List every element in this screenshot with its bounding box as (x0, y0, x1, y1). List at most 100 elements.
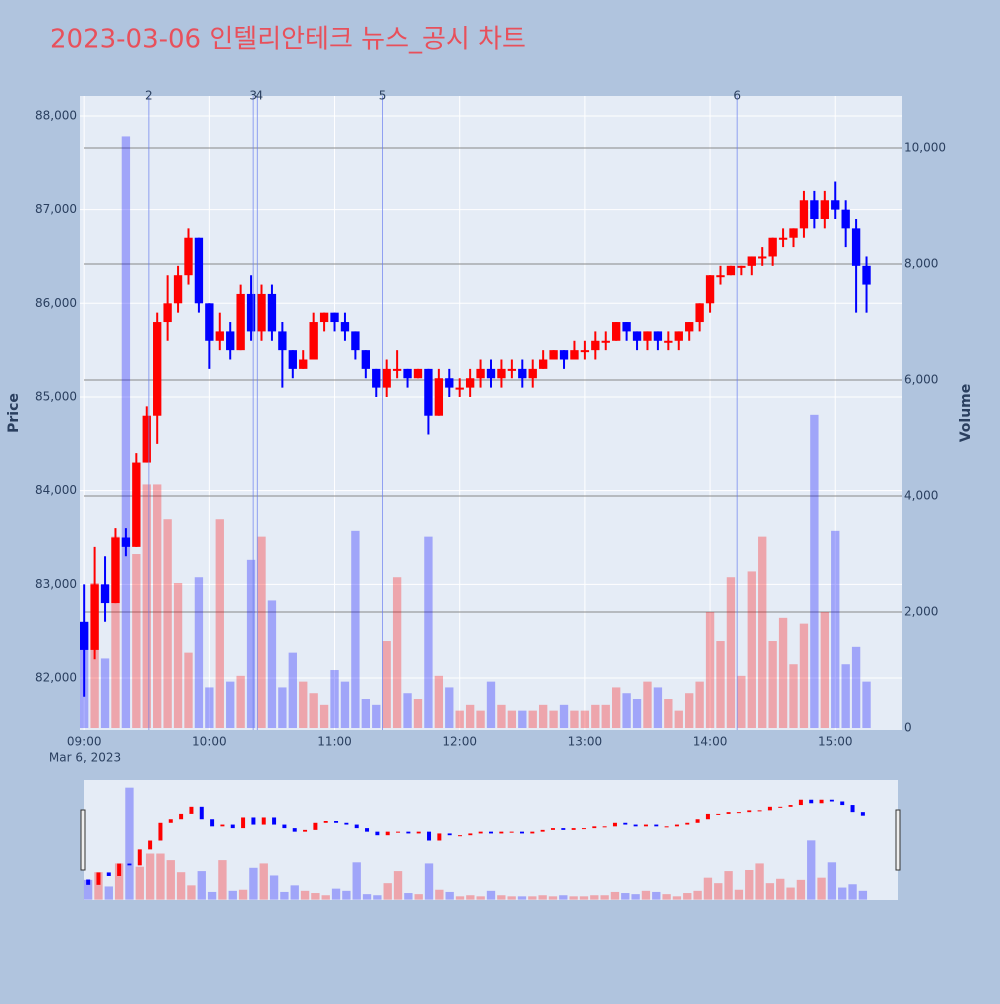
volume-bar (340, 681, 350, 729)
volume-bar (695, 681, 704, 729)
x-tick-label: 15:00 (818, 735, 853, 749)
candle-body (538, 359, 548, 369)
slider-volume-bar (249, 867, 258, 900)
candle-body (236, 293, 245, 351)
candle-body (278, 331, 287, 351)
candle-body (653, 331, 663, 341)
candle-body (810, 200, 819, 219)
slider-volume-bar (424, 863, 434, 900)
slider-volume-bar (848, 884, 857, 900)
volume-bar (184, 652, 193, 729)
candle-body (570, 350, 579, 360)
candle-body (319, 312, 329, 323)
candle-body (758, 256, 767, 259)
volume-bar (580, 710, 590, 729)
y2-tick-label: 2,000 (904, 605, 938, 619)
candle-body (486, 368, 496, 379)
volume-bar (758, 536, 767, 729)
slider-volume-bar (176, 872, 186, 900)
volume-bar (820, 612, 829, 729)
volume-bar (100, 658, 110, 729)
slider-handle[interactable] (895, 809, 901, 871)
volume-bar (194, 577, 204, 729)
slider-volume-bar (197, 871, 206, 900)
slider-volume-bar (455, 896, 465, 900)
y2-axis-title: Volume (958, 384, 974, 443)
candle-body (205, 303, 214, 341)
slider-volume-bar (145, 853, 155, 900)
volume-bar (591, 704, 600, 729)
slider-volume-bar (280, 891, 289, 900)
volume-bar (121, 136, 131, 729)
slider-volume-bar (497, 895, 506, 900)
news-label: 2 (145, 89, 153, 103)
volume-bar (424, 536, 433, 729)
candle-body (622, 322, 631, 332)
slider-volume-bar (693, 890, 702, 900)
volume-bar (434, 675, 444, 729)
volume-bar (382, 641, 391, 729)
volume-bar (653, 687, 663, 729)
slider-volume-bar (290, 885, 299, 900)
volume-bar (674, 710, 683, 729)
news-label: 3 (249, 89, 257, 103)
candle-body (632, 331, 642, 341)
x-tick-label: 14:00 (693, 735, 728, 749)
range-slider[interactable] (84, 780, 898, 900)
volume-bar (246, 559, 256, 729)
slider-volume-bar (414, 894, 423, 900)
y2-tick-label: 4,000 (904, 489, 938, 503)
slider-volume-bar (600, 895, 609, 900)
volume-bar (476, 710, 485, 729)
slider-volume-bar (817, 877, 826, 900)
candle-body (820, 200, 829, 219)
candle-body (424, 368, 433, 416)
slider-volume-bar (776, 878, 785, 900)
slider-volume-bar (311, 893, 320, 900)
candle-body (643, 331, 652, 341)
volume-bar (841, 664, 850, 729)
slider-volume-bar (393, 871, 403, 900)
slider-volume-bar (621, 893, 630, 900)
slider-volume-bar (373, 895, 382, 900)
volume-bar (831, 530, 840, 729)
slider-volume-bar (228, 890, 237, 900)
slider-volume-bar (435, 889, 444, 900)
candle-body (476, 368, 485, 379)
volume-bar (173, 583, 183, 729)
volume-bar (747, 571, 756, 729)
volume-bar (643, 681, 652, 729)
chart-title: 2023-03-06 인텔리안테크 뉴스_공시 차트 (50, 25, 526, 55)
candle-body (90, 584, 99, 650)
candle-body (841, 209, 850, 229)
slider-handle[interactable] (80, 809, 86, 871)
y2-tick-label: 8,000 (904, 257, 938, 271)
y-tick-label: 82,000 (35, 671, 77, 685)
slider-volume-bar (734, 889, 744, 900)
candle-body (674, 331, 683, 341)
slider-volume-bar (207, 891, 217, 900)
volume-bar (372, 704, 381, 729)
candle-body (361, 350, 370, 369)
slider-volume-bar (476, 896, 485, 900)
volume-bar (664, 699, 673, 729)
slider-volume-bar (269, 875, 279, 900)
volume-bar (267, 600, 277, 729)
slider-volume-bar (755, 863, 764, 900)
slider-volume-bar (652, 891, 661, 900)
volume-bar (413, 699, 423, 729)
y-tick-label: 87,000 (35, 202, 77, 216)
candle-body (434, 378, 444, 416)
slider-volume-bar (662, 894, 671, 900)
slider-volume-bar (786, 887, 795, 900)
x-tick-label: 13:00 (568, 735, 603, 749)
candle-body (580, 350, 590, 353)
volume-bar (799, 623, 809, 729)
slider-volume-bar (486, 890, 496, 900)
x-tick-label: 10:00 (192, 735, 227, 749)
candle-body (121, 537, 131, 547)
candle-body (851, 228, 861, 266)
y2-tick-label: 6,000 (904, 373, 938, 387)
y-tick-label: 86,000 (35, 296, 77, 310)
slider-volume-bar (765, 883, 775, 900)
